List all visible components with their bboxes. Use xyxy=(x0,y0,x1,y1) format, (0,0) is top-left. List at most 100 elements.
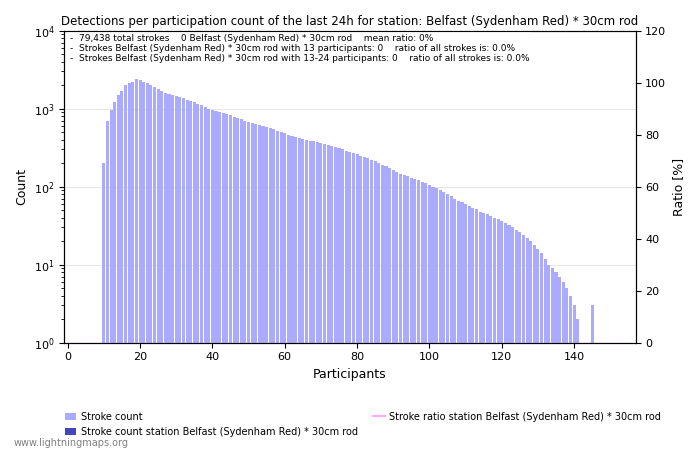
Bar xyxy=(113,103,116,450)
Bar xyxy=(544,258,547,450)
Bar xyxy=(566,288,568,450)
Bar xyxy=(334,147,337,450)
Bar xyxy=(446,194,449,450)
Bar xyxy=(232,117,236,450)
Bar xyxy=(127,83,131,450)
Bar xyxy=(200,105,203,450)
Bar xyxy=(356,154,358,450)
Bar xyxy=(421,182,424,450)
Bar xyxy=(576,319,580,450)
Bar xyxy=(269,128,272,450)
Bar xyxy=(153,87,156,450)
Bar xyxy=(475,209,478,450)
Bar xyxy=(540,253,543,450)
Bar xyxy=(287,135,290,450)
Bar xyxy=(529,241,532,450)
Bar xyxy=(370,160,373,450)
Y-axis label: Ratio [%]: Ratio [%] xyxy=(672,158,685,216)
Bar xyxy=(164,93,167,450)
Bar xyxy=(80,343,84,450)
Bar xyxy=(558,277,561,450)
Bar xyxy=(374,162,377,450)
Bar xyxy=(616,343,619,450)
Bar xyxy=(554,272,558,450)
Bar xyxy=(471,207,475,450)
Bar xyxy=(99,343,101,450)
Bar xyxy=(276,131,279,450)
Bar xyxy=(117,95,120,450)
Bar xyxy=(225,114,228,450)
Bar xyxy=(417,180,420,450)
Bar xyxy=(402,175,405,450)
Bar xyxy=(330,146,333,450)
Bar xyxy=(580,343,583,450)
Text: -  79,438 total strokes    0 Belfast (Sydenham Red) * 30cm rod    mean ratio: 0%: - 79,438 total strokes 0 Belfast (Sydenh… xyxy=(70,34,529,63)
Bar xyxy=(229,115,232,450)
Bar xyxy=(327,145,330,450)
Bar xyxy=(522,235,525,450)
Bar xyxy=(496,220,500,450)
Bar xyxy=(626,343,630,450)
Stroke ratio station Belfast (Sydenham Red) * 30cm rod xyxy=(67,340,76,346)
Bar xyxy=(132,82,134,450)
Bar xyxy=(457,201,460,450)
Bar xyxy=(569,296,572,450)
Bar xyxy=(204,107,206,450)
Bar xyxy=(197,104,199,450)
Bar xyxy=(120,90,123,450)
Bar xyxy=(442,192,445,450)
Bar xyxy=(431,187,435,450)
Bar xyxy=(106,121,109,450)
Bar xyxy=(182,99,185,450)
Bar xyxy=(146,83,149,450)
Bar xyxy=(222,113,225,450)
Bar xyxy=(453,199,456,450)
Bar xyxy=(449,196,453,450)
Bar xyxy=(186,100,188,450)
Bar xyxy=(620,343,623,450)
Bar xyxy=(341,149,344,450)
Bar xyxy=(352,153,355,450)
Bar xyxy=(193,103,196,450)
Bar xyxy=(428,185,431,450)
Bar xyxy=(573,306,575,450)
Bar xyxy=(135,79,138,450)
Stroke ratio station Belfast (Sydenham Red) * 30cm rod xyxy=(624,340,633,346)
Bar xyxy=(384,166,388,450)
Bar xyxy=(479,212,482,450)
Stroke ratio station Belfast (Sydenham Red) * 30cm rod xyxy=(606,340,615,346)
Bar xyxy=(77,343,80,450)
Bar xyxy=(486,215,489,450)
Bar xyxy=(265,127,268,450)
Stroke ratio station Belfast (Sydenham Red) * 30cm rod xyxy=(454,340,463,346)
Bar xyxy=(439,190,442,450)
Bar xyxy=(435,189,438,450)
Bar xyxy=(284,134,286,450)
Stroke ratio station Belfast (Sydenham Red) * 30cm rod xyxy=(563,340,571,346)
Bar xyxy=(102,163,106,450)
Bar xyxy=(262,126,265,450)
Bar xyxy=(601,343,605,450)
Bar xyxy=(464,204,467,450)
Bar xyxy=(160,90,163,450)
Bar xyxy=(167,94,171,450)
Bar xyxy=(533,245,536,450)
Stroke ratio station Belfast (Sydenham Red) * 30cm rod xyxy=(335,340,343,346)
Bar xyxy=(279,132,283,450)
Y-axis label: Count: Count xyxy=(15,168,28,205)
Bar xyxy=(598,343,601,450)
Bar xyxy=(290,136,293,450)
Bar xyxy=(149,85,153,450)
Bar xyxy=(377,163,380,450)
Bar xyxy=(218,112,221,450)
Bar xyxy=(536,249,540,450)
Bar xyxy=(258,125,261,450)
Bar xyxy=(406,176,410,450)
Legend: Stroke count, Stroke count station Belfast (Sydenham Red) * 30cm rod, Stroke rat: Stroke count, Stroke count station Belfa… xyxy=(61,408,665,441)
Bar xyxy=(508,225,510,450)
Bar xyxy=(591,306,594,450)
Bar xyxy=(388,168,391,450)
Bar xyxy=(623,343,626,450)
Bar xyxy=(337,148,340,450)
Bar xyxy=(88,343,91,450)
